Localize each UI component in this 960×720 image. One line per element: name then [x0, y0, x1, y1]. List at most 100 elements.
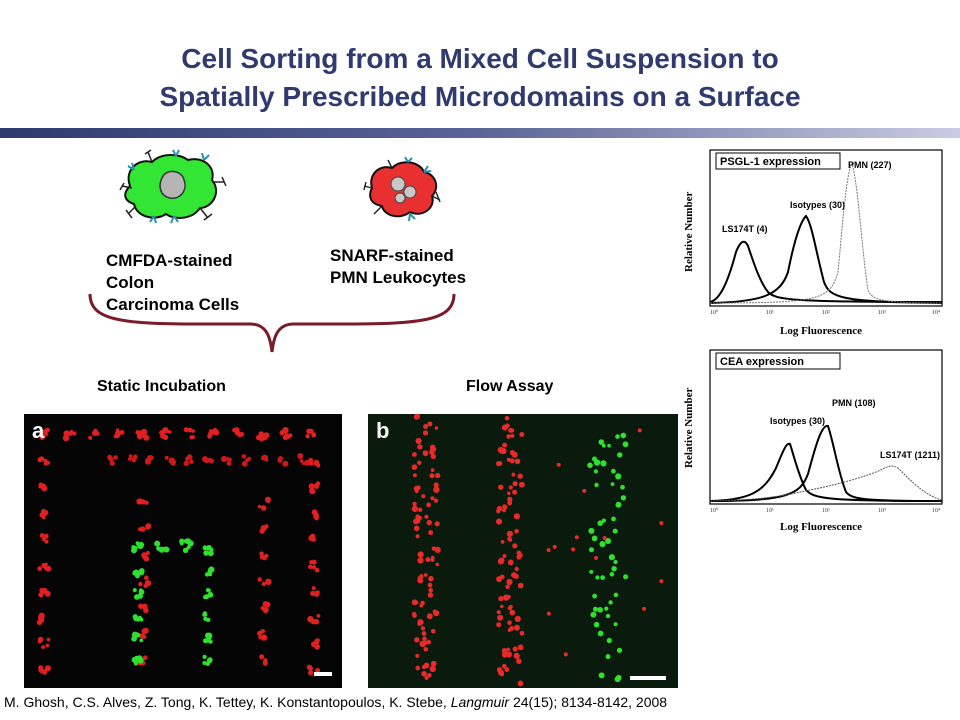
cell-dot	[309, 533, 316, 540]
cell-dot	[434, 546, 441, 553]
cell-dot	[512, 646, 518, 652]
cell-dot	[428, 530, 434, 536]
psgl1-ls174t-curve	[709, 240, 943, 303]
svg-text:10⁰: 10⁰	[710, 507, 719, 514]
cell-dot	[507, 496, 513, 503]
cell-dot	[424, 675, 429, 680]
cell-dot	[509, 609, 516, 616]
cell-dot	[44, 427, 50, 433]
cell-dot	[613, 592, 619, 598]
cell-dot	[589, 569, 594, 574]
cell-dot	[132, 588, 137, 593]
cell-dot	[517, 473, 523, 479]
cell-dot	[420, 626, 426, 631]
cell-dot	[314, 516, 319, 521]
cell-dot	[594, 482, 599, 488]
cell-dot	[131, 547, 137, 554]
cell-dot	[263, 432, 270, 439]
cell-dot	[498, 484, 504, 490]
cell-dot	[145, 523, 152, 530]
cell-dot	[588, 527, 595, 534]
cell-dot	[507, 605, 513, 611]
cell-dot	[418, 507, 423, 512]
scale-bar-a	[314, 672, 332, 676]
cell-dot	[428, 575, 434, 582]
cell-dot	[93, 428, 98, 433]
cell-dot	[228, 457, 232, 462]
cell-dot	[142, 655, 148, 661]
cell-dot	[45, 643, 50, 648]
cell-dot	[429, 665, 436, 673]
cell-dot	[552, 544, 557, 549]
cell-dot	[138, 581, 143, 587]
cea-isotype-curve	[709, 442, 943, 502]
cell-dot	[514, 566, 519, 572]
cell-dot	[615, 434, 620, 439]
cell-dot	[206, 545, 212, 551]
panel-a-tag: a	[32, 418, 45, 443]
cell-dot	[496, 610, 501, 615]
cell-dot	[589, 547, 594, 553]
cell-dot	[262, 660, 268, 666]
cell-dot	[204, 572, 210, 577]
cell-dot	[141, 628, 148, 635]
cell-dot	[134, 573, 140, 579]
cell-dot	[598, 439, 605, 445]
cell-dot	[637, 428, 642, 433]
pmn-cell-label: SNARF-stained PMN Leukocytes	[330, 245, 466, 289]
cell-dot	[590, 611, 597, 618]
cell-dot	[128, 457, 132, 461]
cell-dot	[113, 455, 118, 460]
panel-b-tag: b	[376, 418, 390, 443]
cell-dot	[131, 656, 138, 663]
cell-dot	[620, 484, 625, 490]
cell-dot	[206, 588, 211, 593]
cell-dot	[426, 519, 432, 526]
cell-dot	[41, 669, 48, 675]
cell-dot	[504, 667, 510, 672]
static-incubation-title: Static Incubation	[97, 378, 226, 395]
cell-dot	[108, 456, 114, 462]
svg-text:10⁴: 10⁴	[932, 310, 940, 316]
citation-journal: Langmuir	[450, 694, 510, 710]
cell-dot	[513, 624, 520, 631]
cell-dot	[88, 435, 93, 440]
cell-dot	[138, 527, 143, 532]
cell-dot	[137, 657, 144, 664]
cell-dot	[207, 457, 213, 463]
cell-dot	[167, 430, 172, 434]
cell-dot	[257, 504, 262, 509]
carcinoma-cell-label: CMFDA-stained Colon Carcinoma Cells	[106, 250, 239, 316]
cell-dot	[163, 546, 168, 551]
cell-dot	[496, 461, 502, 467]
cell-dot	[41, 515, 46, 520]
cell-dot	[519, 481, 525, 488]
cell-dot	[138, 603, 144, 609]
cell-dot	[414, 414, 421, 420]
cell-dot	[600, 575, 605, 580]
cell-dot	[421, 631, 427, 636]
cell-dot	[427, 673, 432, 678]
cell-dot	[587, 462, 593, 469]
cell-dot	[413, 525, 420, 532]
cell-dot	[311, 432, 317, 438]
cell-dot	[517, 680, 524, 687]
cell-dot	[264, 458, 269, 462]
cell-dot	[259, 654, 265, 660]
cell-dot	[506, 434, 511, 439]
cell-dot	[262, 526, 266, 530]
cell-dot	[613, 559, 618, 565]
carcinoma-label-line-1: CMFDA-stained	[106, 251, 233, 270]
cell-dot	[498, 557, 505, 564]
cell-dot	[37, 566, 43, 571]
cell-dot	[512, 489, 518, 495]
cell-dot	[422, 430, 429, 436]
cell-dot	[501, 424, 508, 431]
carcinoma-cell-illustration	[119, 149, 227, 224]
cell-dot	[138, 541, 145, 548]
cell-dot	[611, 516, 616, 522]
cell-dot	[414, 489, 419, 494]
cell-dot	[143, 555, 150, 562]
cell-dot	[546, 611, 551, 616]
cell-dot	[423, 647, 429, 652]
